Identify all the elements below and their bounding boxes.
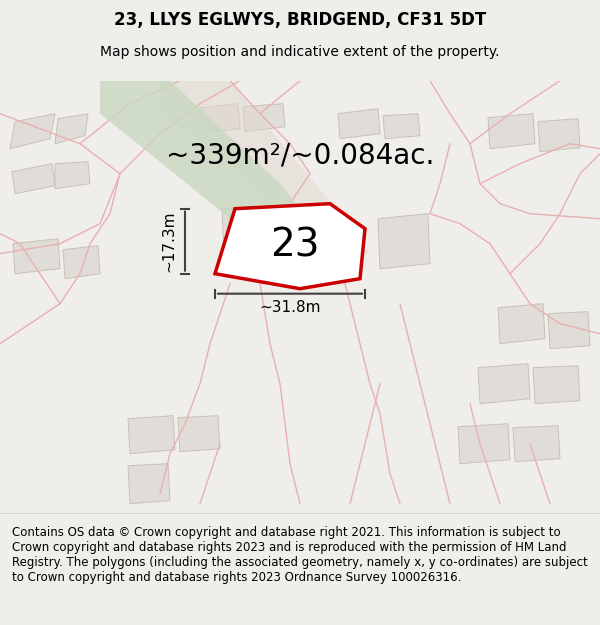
Polygon shape bbox=[12, 164, 55, 194]
Text: Map shows position and indicative extent of the property.: Map shows position and indicative extent… bbox=[100, 45, 500, 59]
Polygon shape bbox=[548, 312, 590, 349]
Polygon shape bbox=[222, 204, 310, 274]
Polygon shape bbox=[10, 114, 55, 149]
Polygon shape bbox=[13, 239, 60, 274]
Text: 23, LLYS EGLWYS, BRIDGEND, CF31 5DT: 23, LLYS EGLWYS, BRIDGEND, CF31 5DT bbox=[114, 11, 486, 29]
Polygon shape bbox=[128, 464, 170, 504]
Polygon shape bbox=[63, 246, 100, 279]
Polygon shape bbox=[538, 119, 580, 152]
Polygon shape bbox=[128, 416, 175, 454]
Polygon shape bbox=[100, 81, 300, 219]
Polygon shape bbox=[488, 114, 535, 149]
Polygon shape bbox=[378, 214, 430, 269]
Polygon shape bbox=[243, 104, 285, 132]
Polygon shape bbox=[160, 81, 370, 264]
Polygon shape bbox=[55, 162, 90, 189]
Polygon shape bbox=[215, 204, 365, 289]
Polygon shape bbox=[193, 104, 240, 134]
Polygon shape bbox=[383, 114, 420, 139]
Text: ~17.3m: ~17.3m bbox=[161, 211, 176, 272]
Text: 23: 23 bbox=[270, 227, 320, 265]
Polygon shape bbox=[478, 364, 530, 404]
Polygon shape bbox=[498, 304, 545, 344]
Polygon shape bbox=[458, 424, 510, 464]
Polygon shape bbox=[513, 426, 560, 462]
Polygon shape bbox=[178, 416, 220, 452]
Polygon shape bbox=[55, 114, 88, 144]
Text: ~339m²/~0.084ac.: ~339m²/~0.084ac. bbox=[166, 142, 434, 169]
Polygon shape bbox=[533, 366, 580, 404]
Text: ~31.8m: ~31.8m bbox=[259, 300, 321, 315]
Text: Contains OS data © Crown copyright and database right 2021. This information is : Contains OS data © Crown copyright and d… bbox=[12, 526, 588, 584]
Polygon shape bbox=[338, 109, 380, 139]
